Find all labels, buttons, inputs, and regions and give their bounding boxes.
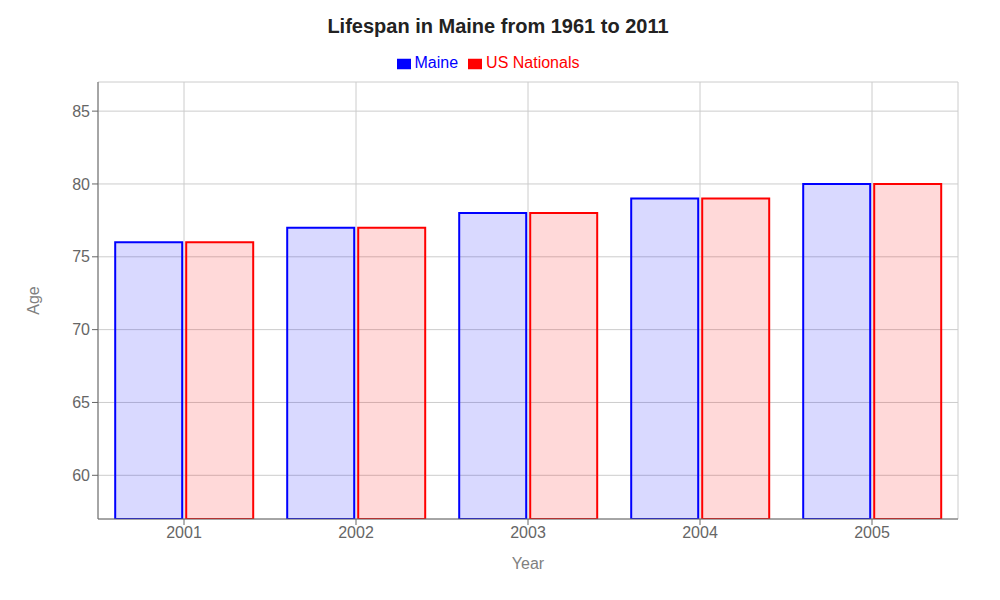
- svg-text:2005: 2005: [854, 524, 890, 541]
- svg-text:Age: Age: [25, 286, 42, 315]
- html-text:US Nationals: US Nationals: [486, 54, 580, 71]
- svg-text:70: 70: [72, 321, 90, 338]
- svg-text:Year: Year: [512, 555, 545, 572]
- svg-text:65: 65: [72, 394, 90, 411]
- svg-text:2001: 2001: [166, 524, 202, 541]
- svg-text:2002: 2002: [338, 524, 374, 541]
- html-text:Lifespan in Maine from 1961 to: Lifespan in Maine from 1961 to 2011: [327, 15, 669, 37]
- svg-text:2004: 2004: [682, 524, 718, 541]
- svg-text:85: 85: [72, 103, 90, 120]
- svg-text:60: 60: [72, 467, 90, 484]
- svg-text:80: 80: [72, 176, 90, 193]
- html-text:Maine: Maine: [414, 54, 459, 71]
- svg-text:2003: 2003: [510, 524, 546, 541]
- svg-text:75: 75: [72, 248, 90, 265]
